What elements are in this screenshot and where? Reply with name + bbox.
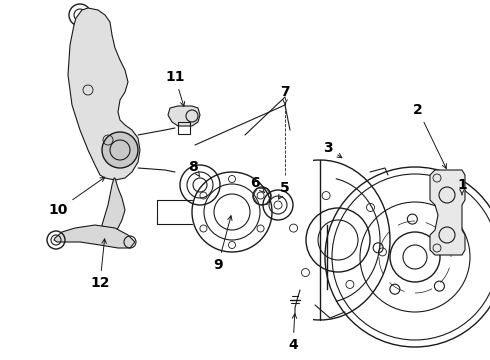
Polygon shape <box>54 225 135 248</box>
Text: 4: 4 <box>288 314 298 352</box>
Text: 3: 3 <box>323 141 342 158</box>
Text: 6: 6 <box>250 176 265 193</box>
Text: 10: 10 <box>49 177 105 217</box>
Polygon shape <box>102 178 125 235</box>
Text: 5: 5 <box>278 181 290 199</box>
Text: 8: 8 <box>188 160 200 177</box>
Text: 11: 11 <box>165 70 185 106</box>
Text: 9: 9 <box>213 216 232 272</box>
Text: 2: 2 <box>413 103 446 168</box>
Text: 7: 7 <box>280 85 290 105</box>
Text: 1: 1 <box>457 178 467 195</box>
Polygon shape <box>168 106 200 126</box>
Bar <box>178 122 190 134</box>
Polygon shape <box>68 8 140 180</box>
Text: 12: 12 <box>90 239 110 290</box>
Polygon shape <box>430 170 465 255</box>
Circle shape <box>102 132 138 168</box>
